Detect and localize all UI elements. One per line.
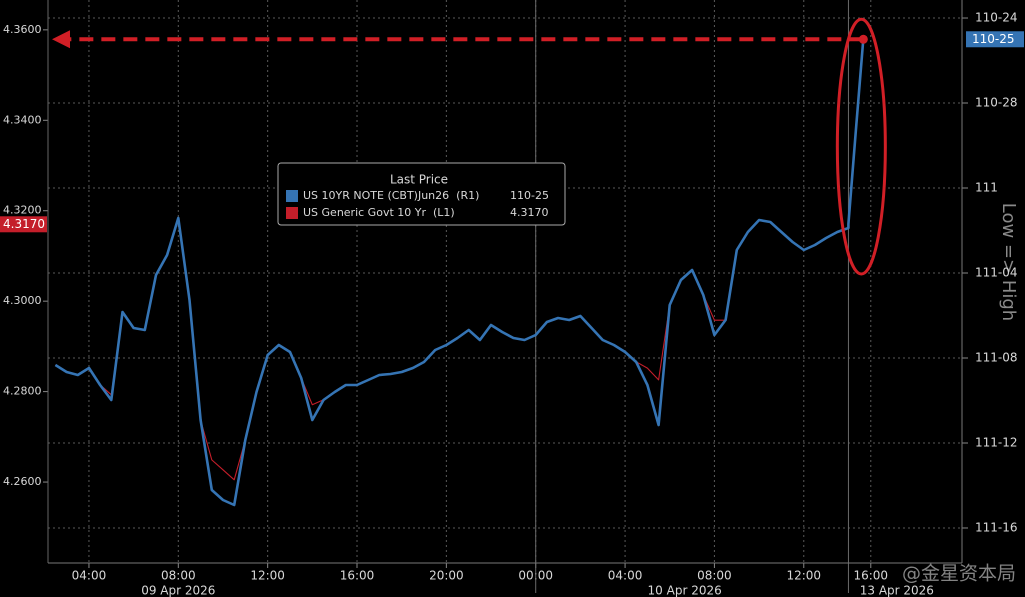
legend-swatch bbox=[286, 190, 298, 202]
y2-tick-label: 111 bbox=[975, 181, 998, 195]
y2-tick-label: 111-04 bbox=[975, 266, 1018, 280]
last-value-box bbox=[966, 31, 1024, 48]
annotation-ellipse bbox=[835, 17, 887, 276]
x-tick-label: 16:00 bbox=[853, 569, 888, 583]
legend: Last Price US 10YR NOTE (CBT)Jun26 (R1) 11… bbox=[277, 162, 566, 226]
legend-swatch bbox=[286, 207, 298, 219]
last-point bbox=[858, 34, 868, 44]
y-tick-label: 4.3000 bbox=[3, 294, 42, 307]
y-tick-label: 4.3200 bbox=[3, 204, 42, 217]
y2-tick-label: 110-28 bbox=[975, 96, 1018, 110]
legend-value: 110-25 bbox=[510, 189, 549, 202]
date-label: 09 Apr 2026 bbox=[141, 584, 215, 597]
legend-value: 4.3170 bbox=[510, 206, 549, 219]
x-tick-label: 08:00 bbox=[697, 569, 732, 583]
last-value-box bbox=[0, 216, 47, 233]
x-tick-label: 08:00 bbox=[161, 569, 196, 583]
date-label: 10 Apr 2026 bbox=[648, 584, 722, 597]
last-value-label: 110-25 bbox=[972, 32, 1015, 46]
x-tick-label: 12:00 bbox=[250, 569, 285, 583]
y-tick-label: 4.2600 bbox=[3, 475, 42, 488]
annotation-arrowhead bbox=[52, 30, 70, 49]
x-tick-label: 04:00 bbox=[608, 569, 643, 583]
legend-label: US Generic Govt 10 Yr (L1) bbox=[303, 206, 455, 219]
legend-box bbox=[277, 162, 566, 226]
y-tick-label: 4.3400 bbox=[3, 113, 42, 126]
y-tick-label: 4.2800 bbox=[3, 385, 42, 398]
x-tick-label: 20:00 bbox=[429, 569, 464, 583]
y-tick-label: 4.3600 bbox=[3, 23, 42, 36]
y2-tick-label: 111-08 bbox=[975, 350, 1018, 364]
y2-axis-label: Low => High bbox=[998, 203, 1019, 321]
x-tick-label: 04:00 bbox=[72, 569, 107, 583]
legend-label: US 10YR NOTE (CBT)Jun26 (R1) bbox=[303, 189, 479, 202]
watermark: @金星资本局 bbox=[902, 563, 1016, 585]
last-value-label: 4.3170 bbox=[3, 217, 45, 231]
date-label: 13 Apr 2026 bbox=[860, 584, 934, 597]
x-tick-label: 16:00 bbox=[340, 569, 375, 583]
x-tick-label: 12:00 bbox=[786, 569, 821, 583]
y2-tick-label: 111-12 bbox=[975, 435, 1018, 449]
series-line bbox=[54, 39, 865, 507]
y2-tick-label: 111-16 bbox=[975, 520, 1018, 534]
legend-title: Last Price bbox=[390, 173, 448, 187]
y2-tick-label: 110-24 bbox=[975, 11, 1018, 25]
